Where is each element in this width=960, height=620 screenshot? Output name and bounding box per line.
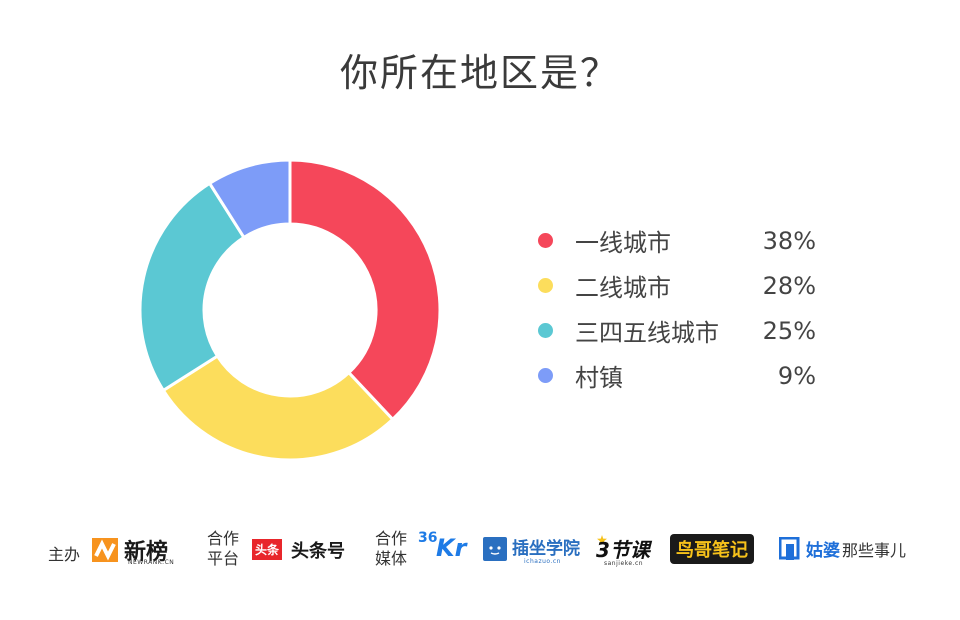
chart-title: 你所在地区是？: [339, 51, 620, 95]
36kr-logo-num: 36: [418, 530, 438, 546]
gupo-logo-rest: 那些事儿: [842, 541, 907, 560]
newrank-logo-text: 新榜: [124, 540, 169, 565]
legend-value: 25%: [762, 316, 816, 345]
sanjieke-logo-sub: sanjieke.cn: [604, 560, 644, 567]
legend-label: 二线城市: [575, 274, 671, 302]
media-label: 合作 媒体: [375, 529, 408, 568]
legend-marker: [538, 368, 553, 383]
platform-label: 合作 平台: [207, 529, 240, 568]
donut-chart: [138, 158, 442, 462]
chazuo-logo-text: 插坐学院: [512, 539, 580, 559]
legend-marker: [538, 278, 553, 293]
legend-value: 28%: [762, 271, 816, 300]
legend-marker: [538, 233, 553, 248]
chazuo-logo-icon: [483, 537, 507, 561]
toutiao-logo-text: 头条号: [291, 541, 345, 562]
sanjieke-logo-text: 3节课: [596, 538, 650, 562]
niaoge-logo: 鸟哥笔记: [670, 534, 754, 564]
star-icon: [597, 530, 607, 545]
legend-item: 三四五线城市 25%: [538, 308, 838, 353]
legend-value: 38%: [762, 226, 816, 255]
newrank-logo-sub: NEWRANK.CN: [128, 559, 175, 566]
legend-label: 一线城市: [575, 229, 671, 257]
legend-marker: [538, 323, 553, 338]
gupo-logo-text: 姑婆: [806, 541, 840, 561]
gupo-logo-icon: [778, 536, 801, 561]
host-label: 主办: [48, 545, 81, 564]
legend-value: 9%: [777, 361, 816, 390]
newrank-logo-icon: [92, 536, 120, 564]
legend-item: 村镇 9%: [538, 353, 838, 398]
donut-slice-4: [207, 158, 292, 240]
legend-label: 村镇: [575, 364, 623, 392]
legend-item: 二线城市 28%: [538, 263, 838, 308]
chazuo-logo-sub: ichazuo.cn: [524, 558, 561, 565]
toutiao-badge: 头条: [252, 539, 283, 560]
legend-item: 一线城市 38%: [538, 218, 838, 263]
donut-slice-1: [288, 158, 442, 422]
chart-legend: 一线城市 38% 二线城市 28% 三四五线城市 25% 村镇 9%: [538, 218, 838, 398]
sponsor-footer: 主办 新榜 NEWRANK.CN 合作 平台 头条 头条号 合作 媒体 36 K…: [0, 524, 960, 580]
donut-slice-3: [138, 181, 246, 393]
36kr-logo-text: Kr: [436, 534, 467, 562]
legend-label: 三四五线城市: [575, 319, 719, 347]
donut-slice-2: [161, 354, 395, 462]
